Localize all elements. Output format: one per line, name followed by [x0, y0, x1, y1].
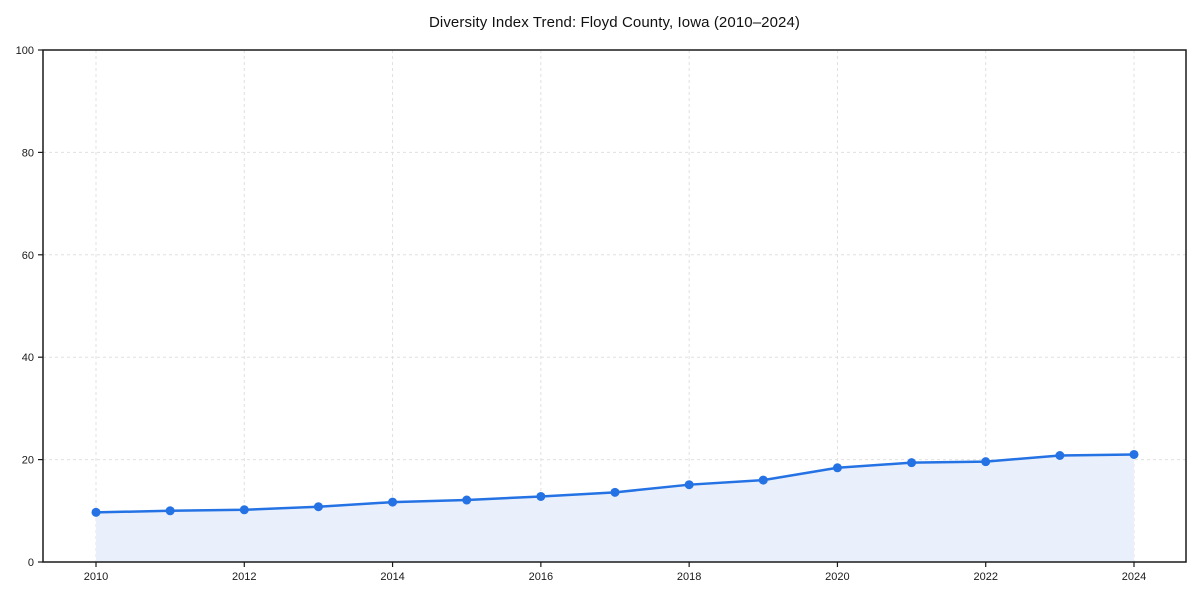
data-point-marker	[536, 491, 546, 501]
x-axis-tick-label: 2022	[973, 571, 997, 583]
data-point-marker	[684, 480, 694, 490]
data-point-marker	[91, 507, 101, 517]
data-point-marker	[907, 458, 917, 468]
y-axis-tick-label: 0	[28, 557, 34, 569]
data-point-marker	[313, 502, 323, 512]
y-axis-tick-label: 80	[22, 147, 34, 159]
data-point-marker	[1055, 451, 1065, 461]
data-point-marker	[165, 506, 175, 516]
y-axis-tick-label: 60	[22, 250, 34, 262]
x-axis-tick-label: 2016	[529, 571, 553, 583]
y-axis-tick-label: 100	[16, 45, 34, 57]
data-point-marker	[462, 495, 472, 505]
x-axis-tick-label: 2020	[825, 571, 849, 583]
area-fill	[96, 454, 1134, 562]
data-point-marker	[1129, 449, 1139, 459]
data-point-marker	[610, 487, 620, 497]
data-point-marker	[758, 475, 768, 485]
data-point-marker	[981, 457, 991, 467]
x-axis-tick-label: 2010	[84, 571, 108, 583]
data-point-marker	[239, 505, 249, 515]
x-axis-tick-label: 2018	[677, 571, 701, 583]
plot-border	[42, 49, 1187, 563]
y-axis-tick-label: 40	[22, 352, 34, 364]
data-point-marker	[832, 463, 842, 473]
x-axis-tick-label: 2012	[232, 571, 256, 583]
x-axis-tick-label: 2014	[380, 571, 404, 583]
y-axis-tick-label: 20	[22, 455, 34, 467]
x-axis-tick-label: 2024	[1122, 571, 1146, 583]
chart-title: Diversity Index Trend: Floyd County, Iow…	[428, 14, 801, 31]
data-point-marker	[388, 497, 398, 507]
